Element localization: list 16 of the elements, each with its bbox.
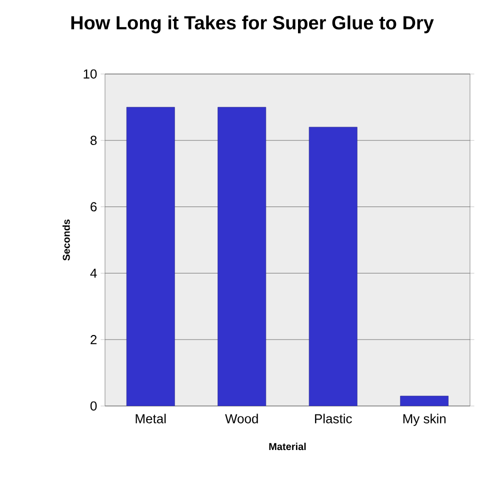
x-tick-label: Metal bbox=[136, 414, 166, 424]
x-tick-label: Wood bbox=[225, 414, 258, 424]
y-axis-title: Seconds bbox=[62, 220, 70, 261]
bar bbox=[218, 106, 266, 406]
y-tick-label: 6 bbox=[90, 202, 97, 212]
bar bbox=[308, 126, 358, 406]
y-tick-label: 0 bbox=[90, 401, 97, 411]
y-tick-label: 2 bbox=[90, 335, 97, 344]
y-tick-label: 8 bbox=[90, 136, 97, 145]
chart-title: How Long it Takes for Super Glue to Dry bbox=[71, 16, 434, 34]
y-tick-label: 10 bbox=[84, 69, 97, 79]
x-tick-label: Plastic bbox=[315, 414, 352, 424]
x-axis-title: Material bbox=[269, 442, 306, 450]
y-tick-label: 4 bbox=[90, 268, 97, 278]
bar bbox=[126, 106, 175, 406]
x-tick-label: My skin bbox=[403, 414, 446, 426]
